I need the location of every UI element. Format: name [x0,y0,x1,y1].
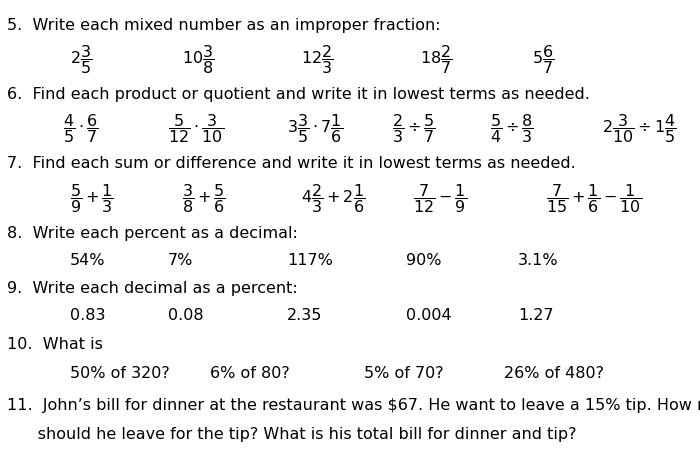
Text: $\dfrac{3}{8} + \dfrac{5}{6}$: $\dfrac{3}{8} + \dfrac{5}{6}$ [182,182,226,215]
Text: $\dfrac{7}{15} + \dfrac{1}{6} - \dfrac{1}{10}$: $\dfrac{7}{15} + \dfrac{1}{6} - \dfrac{1… [546,182,642,215]
Text: 2.35: 2.35 [287,308,323,323]
Text: 0.004: 0.004 [406,308,452,323]
Text: $4\dfrac{2}{3} + 2\dfrac{1}{6}$: $4\dfrac{2}{3} + 2\dfrac{1}{6}$ [301,182,365,215]
Text: $\dfrac{4}{5} \cdot \dfrac{6}{7}$: $\dfrac{4}{5} \cdot \dfrac{6}{7}$ [63,112,99,145]
Text: 0.83: 0.83 [70,308,106,323]
Text: 9.  Write each decimal as a percent:: 9. Write each decimal as a percent: [7,281,298,296]
Text: $10\dfrac{3}{8}$: $10\dfrac{3}{8}$ [182,43,214,77]
Text: 3.1%: 3.1% [518,253,559,268]
Text: $2\dfrac{3}{10} \div 1\dfrac{4}{5}$: $2\dfrac{3}{10} \div 1\dfrac{4}{5}$ [602,112,676,145]
Text: 26% of 480?: 26% of 480? [504,366,604,381]
Text: $\dfrac{5}{12} \cdot \dfrac{3}{10}$: $\dfrac{5}{12} \cdot \dfrac{3}{10}$ [168,112,224,145]
Text: $18\dfrac{2}{7}$: $18\dfrac{2}{7}$ [420,43,452,77]
Text: 5% of 70?: 5% of 70? [364,366,444,381]
Text: $5\dfrac{6}{7}$: $5\dfrac{6}{7}$ [532,43,554,77]
Text: 10.  What is: 10. What is [7,337,103,352]
Text: 90%: 90% [406,253,442,268]
Text: 6.  Find each product or quotient and write it in lowest terms as needed.: 6. Find each product or quotient and wri… [7,87,590,102]
Text: 0.08: 0.08 [168,308,204,323]
Text: 8.  Write each percent as a decimal:: 8. Write each percent as a decimal: [7,226,298,241]
Text: $\dfrac{5}{4} \div \dfrac{8}{3}$: $\dfrac{5}{4} \div \dfrac{8}{3}$ [490,112,534,145]
Text: 1.27: 1.27 [518,308,554,323]
Text: 54%: 54% [70,253,106,268]
Text: 5.  Write each mixed number as an improper fraction:: 5. Write each mixed number as an imprope… [7,18,440,33]
Text: $\dfrac{5}{9} + \dfrac{1}{3}$: $\dfrac{5}{9} + \dfrac{1}{3}$ [70,182,114,215]
Text: $\dfrac{7}{12} - \dfrac{1}{9}$: $\dfrac{7}{12} - \dfrac{1}{9}$ [413,182,467,215]
Text: $3\dfrac{3}{5} \cdot 7\dfrac{1}{6}$: $3\dfrac{3}{5} \cdot 7\dfrac{1}{6}$ [287,112,343,145]
Text: 11.  John’s bill for dinner at the restaurant was $67. He want to leave a 15% ti: 11. John’s bill for dinner at the restau… [7,398,700,413]
Text: 117%: 117% [287,253,333,268]
Text: 7.  Find each sum or difference and write it in lowest terms as needed.: 7. Find each sum or difference and write… [7,156,575,171]
Text: $\dfrac{2}{3} \div \dfrac{5}{7}$: $\dfrac{2}{3} \div \dfrac{5}{7}$ [392,112,436,145]
Text: $12\dfrac{2}{3}$: $12\dfrac{2}{3}$ [301,43,333,77]
Text: should he leave for the tip? What is his total bill for dinner and tip?: should he leave for the tip? What is his… [7,427,577,442]
Text: 50% of 320?: 50% of 320? [70,366,169,381]
Text: 6% of 80?: 6% of 80? [210,366,290,381]
Text: 7%: 7% [168,253,193,268]
Text: $2\dfrac{3}{5}$: $2\dfrac{3}{5}$ [70,43,92,77]
